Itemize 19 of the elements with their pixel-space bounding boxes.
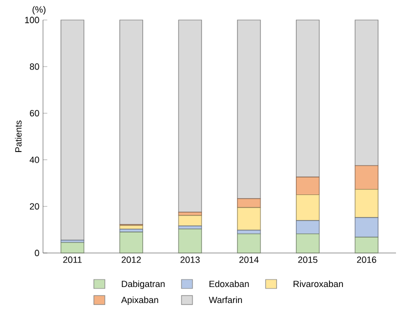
legend-label: Rivaroxaban — [294, 280, 343, 288]
y-tick-label: 80 — [30, 63, 40, 70]
y-tick-label: 0 — [34, 250, 40, 256]
x-tick-label: 2011 — [63, 256, 82, 263]
x-tick-label: 2014 — [239, 256, 259, 263]
x-tick-label: 2012 — [122, 256, 141, 263]
legend-label: Dabigatran — [122, 280, 165, 289]
y-axis-title: Patients — [14, 120, 22, 152]
legend-label: Edoxaban — [210, 280, 249, 288]
x-tick-label: 2013 — [180, 256, 200, 263]
y-tick-label: 40 — [30, 156, 40, 163]
legend-label: Warfarin — [208, 296, 242, 304]
legend-label: Apixaban — [121, 296, 158, 305]
x-tick-label: 2015 — [298, 256, 318, 263]
y-tick-label: 60 — [30, 110, 40, 116]
x-tick-label: 2016 — [357, 256, 376, 263]
y-tick-label: 20 — [30, 203, 40, 210]
text: (%) — [32, 6, 46, 14]
y-tick-label: 100 — [25, 16, 40, 24]
